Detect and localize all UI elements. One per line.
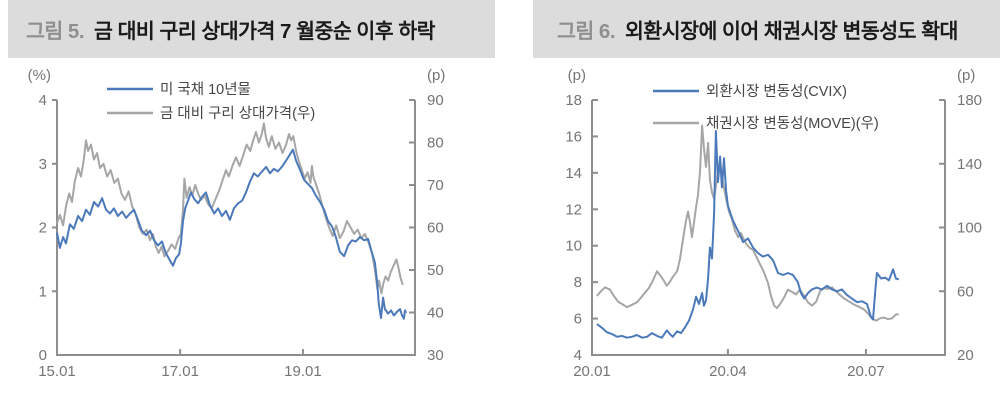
figure-6: 그림 6. 외환시장에 이어 채권시장 변동성도 확대 4 6 8 10 12 14 16 1… (500, 0, 1000, 410)
svg-text:12: 12 (565, 201, 582, 218)
series-금 대비 구리 상대가격(우) (56, 122, 404, 295)
left-axis-unit: (%) (28, 67, 51, 84)
figure-5: 그림 5. 금 대비 구리 상대가격 7 월중순 이후 하락 0 1 2 3 4 30 40… (8, 0, 495, 380)
series-외환시장 변동성(CVIX) (596, 130, 900, 339)
svg-text:16: 16 (565, 128, 582, 145)
svg-text:8: 8 (574, 274, 582, 291)
svg-text:19.01: 19.01 (284, 363, 322, 380)
figure-5-titlebar: 그림 5. 금 대비 구리 상대가격 7 월중순 이후 하락 (8, 0, 495, 58)
axis-tick-labels: 4 6 8 10 12 14 16 18 20 60 100 140 180 20.01 20.04 20.0… (565, 67, 982, 380)
svg-text:140: 140 (957, 156, 982, 173)
fx-bond-volatility-line-chart: 4 6 8 10 12 14 16 18 20 60 100 140 180 20.01 20.04 20.0… (565, 67, 982, 380)
svg-text:3: 3 (39, 156, 47, 173)
figure-5-title: 금 대비 구리 상대가격 7 월중순 이후 하락 (94, 20, 436, 43)
svg-text:15.01: 15.01 (38, 363, 76, 380)
legend-label: 외환시장 변동성(CVIX) (706, 83, 847, 100)
figure-6-titlebar: 그림 6. 외환시장에 이어 채권시장 변동성도 확대 (533, 0, 1000, 58)
svg-text:80: 80 (427, 135, 444, 152)
figure-6-number: 그림 6. (557, 20, 616, 43)
right-axis-unit: (p) (957, 67, 975, 84)
svg-text:100: 100 (957, 220, 982, 237)
svg-text:18: 18 (565, 92, 582, 109)
svg-text:60: 60 (957, 283, 974, 300)
svg-text:60: 60 (427, 220, 444, 237)
legend-label: 채권시장 변동성(MOVE)(우) (706, 115, 879, 132)
figure-6-title: 외환시장에 이어 채권시장 변동성도 확대 (625, 20, 958, 43)
svg-text:10: 10 (565, 238, 582, 255)
series-미 국채 10년물 (56, 148, 408, 320)
svg-text:50: 50 (427, 262, 444, 279)
copper-gold-vs-ust10y-line-chart: 0 1 2 3 4 30 40 50 60 70 80 90 15.01 17.01 19.01 (%) (p)… (28, 67, 446, 380)
series-채권시장 변동성(MOVE)(우) (596, 124, 899, 322)
svg-text:20.07: 20.07 (847, 363, 885, 380)
svg-text:90: 90 (427, 92, 444, 109)
figure-5-number: 그림 5. (26, 20, 85, 43)
svg-text:20.04: 20.04 (709, 363, 747, 380)
svg-text:1: 1 (39, 283, 47, 300)
svg-text:180: 180 (957, 92, 982, 109)
svg-text:20.01: 20.01 (573, 363, 611, 380)
legend-label: 금 대비 구리 상대가격(우) (160, 105, 315, 122)
svg-text:0: 0 (39, 347, 47, 364)
svg-text:20: 20 (957, 347, 974, 364)
left-axis-unit: (p) (568, 67, 586, 84)
legend-label: 미 국채 10년물 (160, 81, 251, 98)
svg-text:17.01: 17.01 (161, 363, 199, 380)
series-lines (56, 122, 408, 320)
svg-text:40: 40 (427, 305, 444, 322)
svg-text:30: 30 (427, 347, 444, 364)
axis-tick-labels: 0 1 2 3 4 30 40 50 60 70 80 90 15.01 17.01 19.01 (%) (p) (28, 67, 446, 380)
svg-text:6: 6 (574, 311, 582, 328)
axes (52, 99, 416, 356)
legend: 외환시장 변동성(CVIX) 채권시장 변동성(MOVE)(우) (653, 83, 879, 132)
right-axis-unit: (p) (427, 67, 445, 84)
svg-text:4: 4 (574, 347, 582, 364)
series-lines (596, 124, 900, 339)
svg-text:2: 2 (39, 220, 47, 237)
axes (591, 99, 946, 356)
svg-text:4: 4 (39, 92, 47, 109)
svg-text:70: 70 (427, 177, 444, 194)
svg-text:14: 14 (565, 165, 582, 182)
